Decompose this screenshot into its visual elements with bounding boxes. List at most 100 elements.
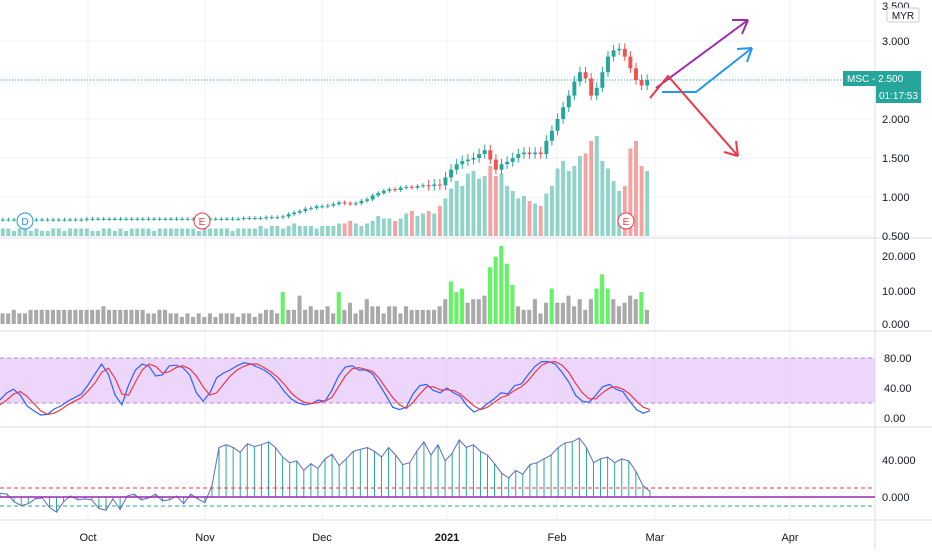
oscillator-bar [381, 313, 386, 324]
candle-body [449, 169, 454, 178]
volume-bar [477, 178, 482, 236]
volume-bar [140, 228, 145, 236]
candle-body [443, 177, 448, 186]
price-tick-label: 1.000 [882, 192, 910, 204]
volume-bar [309, 226, 313, 236]
oscillator-bar [325, 306, 330, 324]
candle-body [258, 218, 263, 220]
earnings-marker[interactable]: E [617, 212, 635, 230]
volume-bar [527, 201, 532, 236]
oscillator-bar [499, 246, 504, 324]
volume-bar [589, 141, 594, 236]
oscillator-bar [454, 292, 459, 324]
candle-body [6, 219, 11, 221]
candle-body [337, 202, 341, 205]
volume-bar [617, 191, 622, 236]
volume-bar [538, 206, 543, 236]
oscillator-bar [28, 309, 33, 324]
price-tick-label: 0.500 [882, 231, 910, 243]
volume-bar [381, 218, 386, 236]
volume-bar [460, 186, 465, 236]
volume-bar [297, 226, 302, 236]
volume-bar [180, 228, 185, 236]
candle-body [594, 87, 599, 96]
candle-body [639, 80, 644, 86]
candle-body [617, 48, 622, 51]
candle-body [516, 154, 521, 158]
candle-body [0, 219, 5, 221]
dividend-marker[interactable]: D [16, 212, 34, 230]
candle-body [331, 204, 336, 206]
candle-body [510, 158, 515, 162]
oscillator-bar [560, 302, 565, 324]
volume-bar [90, 231, 95, 236]
candle-body [275, 217, 280, 219]
volume-bar [174, 228, 179, 236]
candle-body [303, 208, 308, 212]
oscillator-bar [185, 313, 190, 324]
volume-bar [118, 228, 123, 236]
candle-body [348, 203, 353, 205]
oscillator-bar [123, 309, 128, 324]
volume-bar [544, 193, 549, 236]
oscillator-bar [583, 309, 588, 324]
volume-bar [320, 226, 325, 236]
histogram-tick-label: 40.000 [882, 455, 916, 467]
oscillator-bar [34, 309, 39, 324]
svg-text:MYR: MYR [892, 11, 914, 22]
event-markers: D E E [16, 212, 635, 230]
volume-oscillator-bars [0, 246, 649, 324]
candle-body [62, 219, 67, 221]
candle-body [292, 212, 297, 215]
oscillator-bar [588, 299, 593, 324]
volume-bar [611, 181, 616, 236]
oscillator-bar [45, 309, 50, 324]
oscillator-bar [319, 309, 324, 324]
volume-bars [0, 136, 650, 236]
arrow-drawings [649, 19, 753, 157]
candle-body [365, 199, 369, 201]
time-axis[interactable]: Oct Nov Dec 2021 Feb Mar Apr [79, 532, 798, 544]
oscillator-bar [163, 309, 168, 324]
volume-bar [208, 228, 213, 236]
candle-body [589, 78, 594, 96]
candle-body [247, 218, 252, 220]
oscillator-bar [112, 309, 117, 324]
candle-body [488, 150, 493, 160]
volume-bar [533, 203, 538, 236]
earnings-marker[interactable]: E [193, 212, 211, 230]
oscillator-bar [504, 263, 509, 324]
candle-body [549, 130, 554, 141]
time-tick-label: Nov [195, 532, 215, 544]
candle-body [634, 68, 638, 80]
candle-body [264, 217, 269, 219]
candle-body [353, 203, 358, 205]
stochastic-tick-label: 40.00 [884, 383, 912, 395]
candle-body [415, 186, 420, 188]
candle-body [583, 72, 588, 79]
oscillator-bar [493, 256, 498, 324]
oscillator-bar [342, 309, 347, 324]
volume-bar [437, 206, 442, 236]
candle-body [533, 152, 538, 155]
oscillator-bar [73, 309, 78, 324]
oscillator-bar [168, 313, 173, 324]
svg-text:D: D [21, 217, 28, 228]
volume-bar [107, 228, 112, 236]
candle-body [628, 56, 633, 69]
volume-bar [634, 141, 638, 236]
volume-bar [600, 161, 605, 236]
oscillator-bar [269, 309, 274, 324]
candle-body [555, 119, 560, 131]
volume-bar [432, 213, 437, 236]
candle-body [309, 207, 313, 209]
oscillator-bar [544, 302, 549, 324]
candle-body [96, 218, 101, 220]
volume-bar [146, 228, 151, 236]
oscillator-bar [336, 292, 341, 324]
oscillator-bar [538, 313, 543, 324]
candle-body [129, 218, 134, 220]
volume-bar [224, 228, 229, 236]
oscillator-bar [364, 299, 369, 324]
